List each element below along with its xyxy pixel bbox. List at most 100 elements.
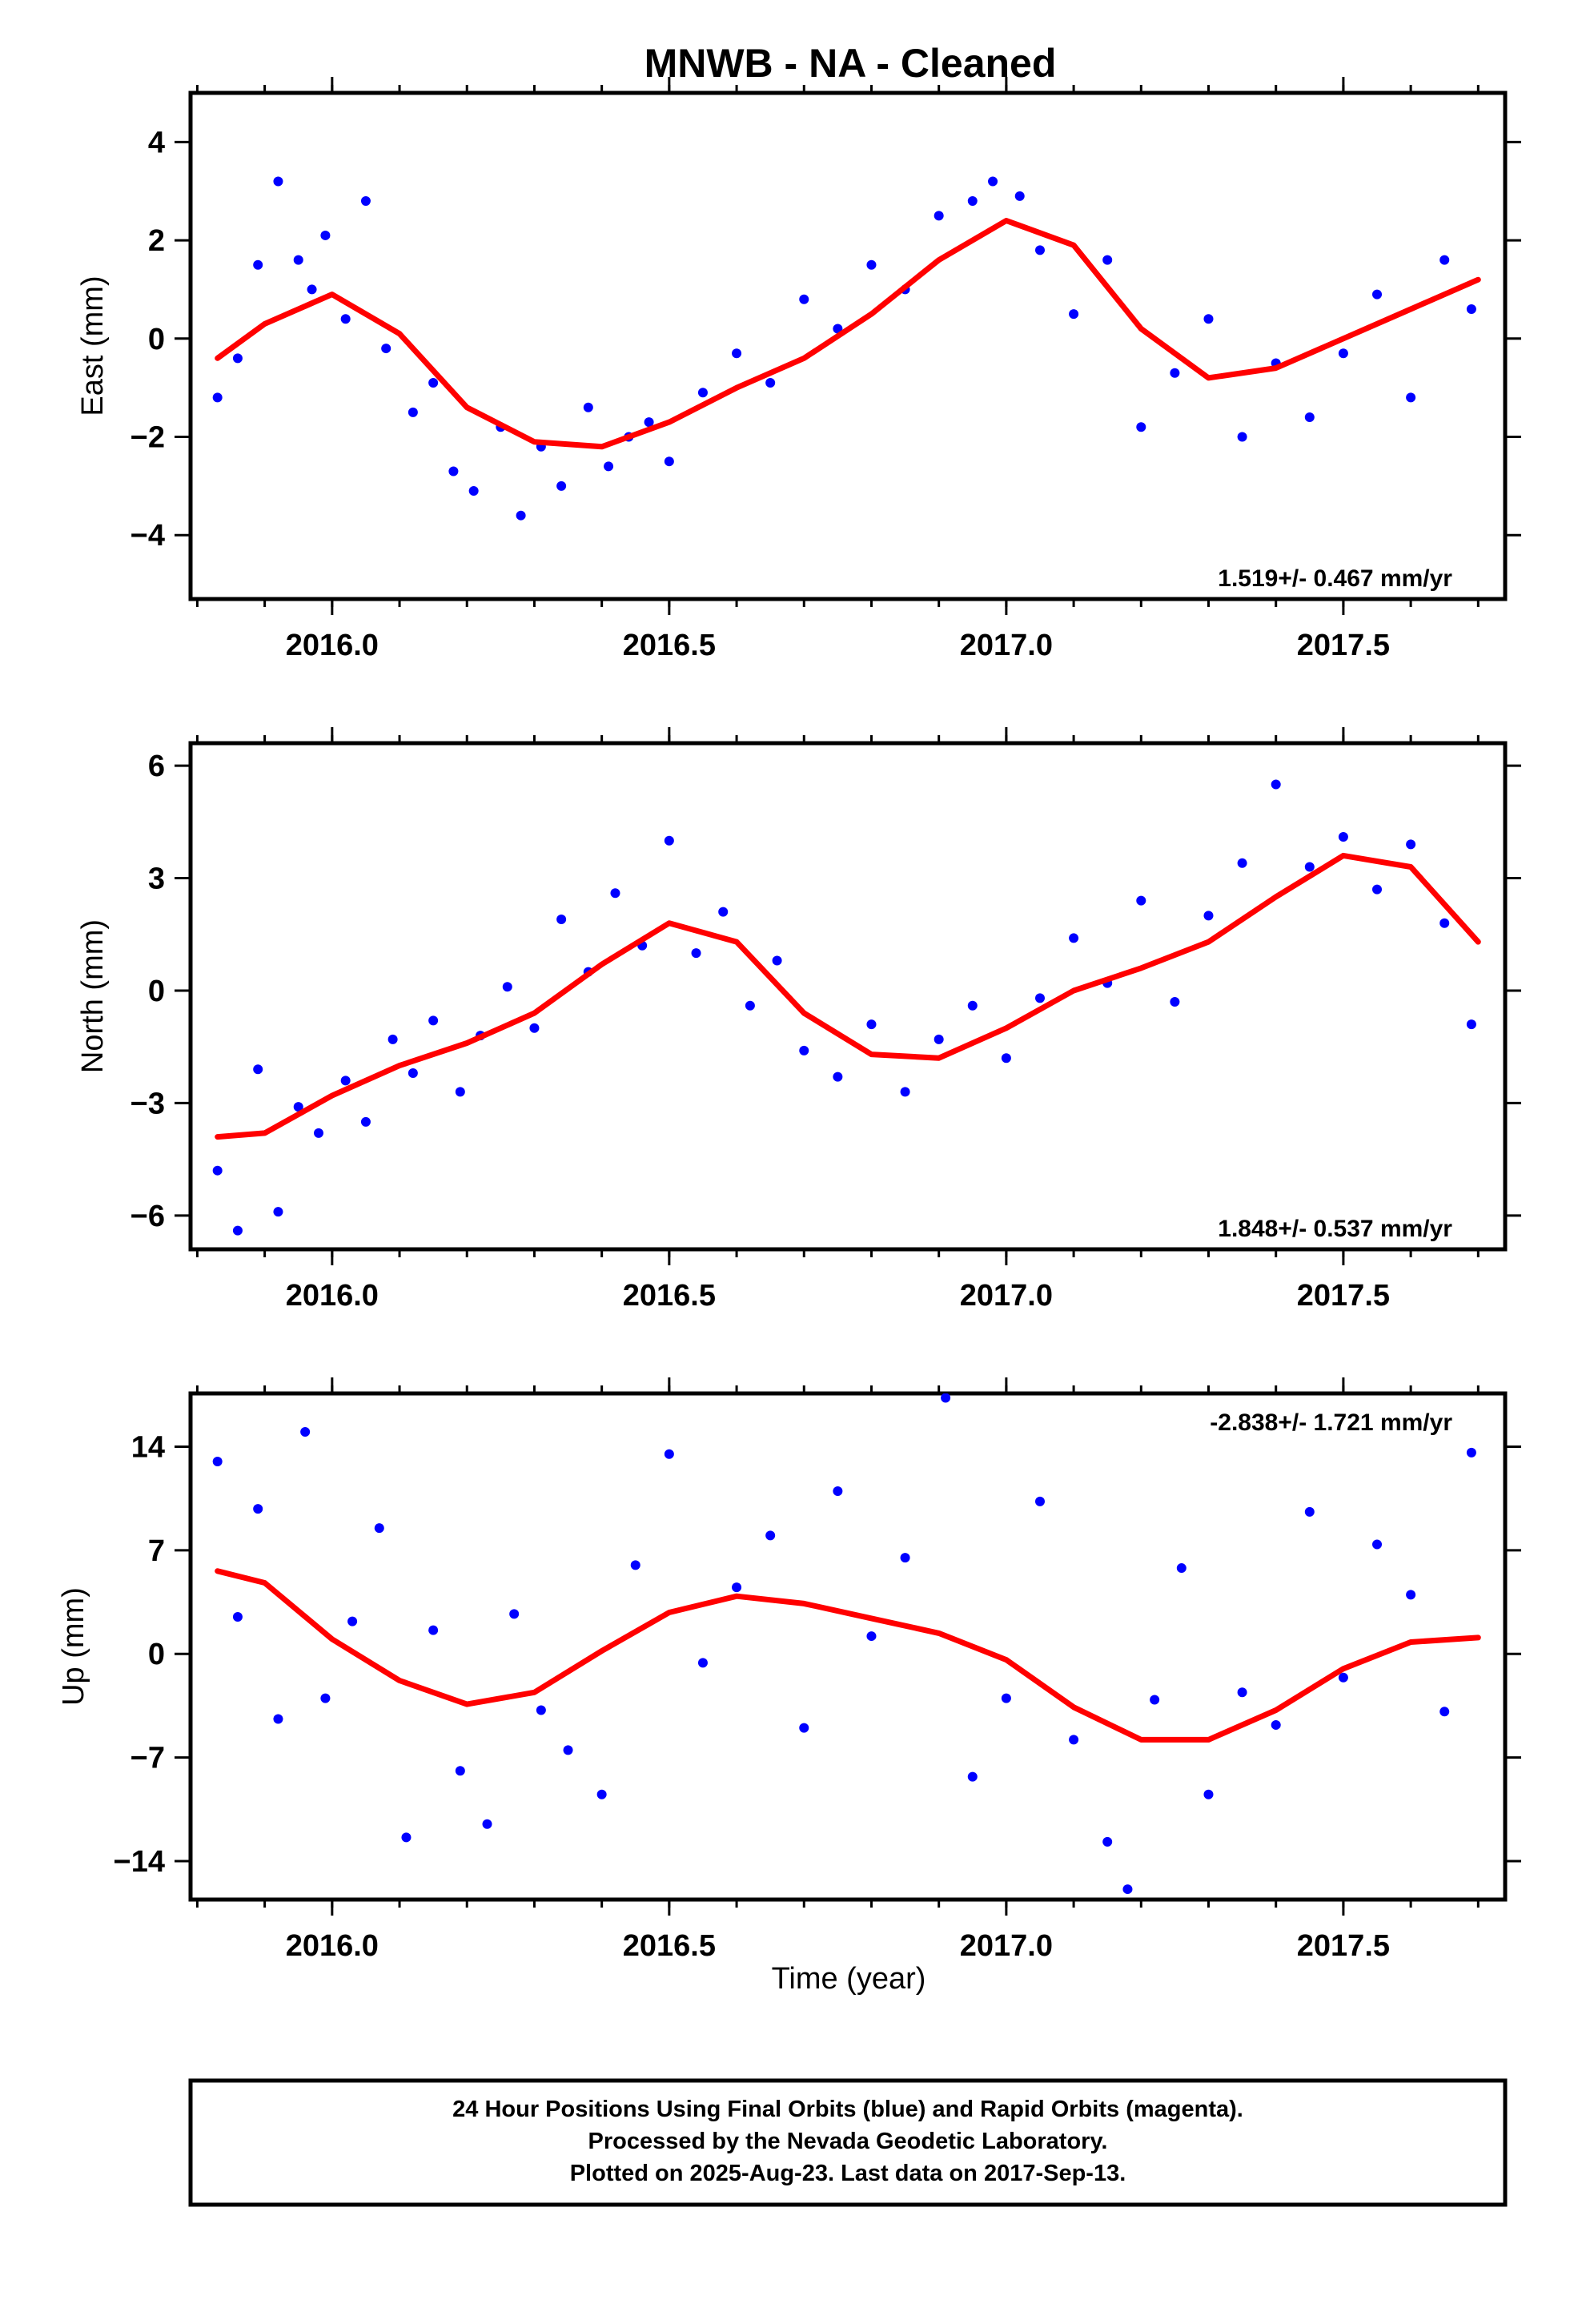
x-tick-label: 2016.5 xyxy=(623,629,716,662)
data-point xyxy=(765,378,776,388)
x-tick-label: 2016.0 xyxy=(286,1279,379,1313)
data-point xyxy=(833,1486,843,1496)
plot-frame xyxy=(188,90,1508,601)
data-point xyxy=(1439,918,1450,928)
data-point xyxy=(293,1102,303,1112)
data-point xyxy=(516,510,526,521)
data-point xyxy=(1034,993,1045,1003)
footer-line-2: Processed by the Nevada Geodetic Laborat… xyxy=(588,2129,1108,2154)
data-point xyxy=(556,480,567,491)
data-point xyxy=(448,466,459,476)
data-point xyxy=(644,417,654,428)
data-point xyxy=(1014,191,1025,201)
data-point xyxy=(253,1064,263,1075)
x-tick-label: 2016.0 xyxy=(286,629,379,662)
data-point xyxy=(1001,1053,1011,1063)
data-point xyxy=(1304,412,1315,422)
data-point xyxy=(1406,839,1416,850)
data-point xyxy=(408,1068,418,1078)
x-tick-label: 2016.0 xyxy=(286,1929,379,1963)
y-tick-label: 0 xyxy=(148,975,165,1008)
data-point xyxy=(273,1714,283,1724)
data-point xyxy=(273,176,283,187)
data-point xyxy=(529,1023,540,1033)
data-point xyxy=(482,1819,492,1829)
data-point xyxy=(630,1560,640,1570)
data-point xyxy=(428,1015,439,1026)
data-point xyxy=(1338,348,1348,359)
data-point xyxy=(1102,255,1113,265)
data-point xyxy=(1466,1019,1476,1030)
data-point xyxy=(1304,1506,1315,1517)
y-tick-label: −3 xyxy=(130,1087,165,1120)
y-tick-label: 0 xyxy=(148,1638,165,1671)
y-tick-label: 4 xyxy=(148,126,165,159)
data-point xyxy=(833,324,843,334)
data-point xyxy=(1069,309,1079,320)
data-point xyxy=(1237,432,1247,442)
x-tick-label: 2016.5 xyxy=(623,1279,716,1313)
x-tick-label: 2017.0 xyxy=(960,1929,1053,1963)
data-layer xyxy=(212,1393,1481,1895)
data-point xyxy=(941,1393,951,1403)
rate-label: 1.519+/- 0.467 mm/yr xyxy=(1218,565,1452,592)
data-point xyxy=(799,294,809,304)
x-tick-label: 2017.5 xyxy=(1297,629,1390,662)
data-point xyxy=(900,1087,910,1097)
x-tick-label: 2017.5 xyxy=(1297,1279,1390,1313)
data-point xyxy=(232,1612,243,1622)
up-panel: 2016.0 2016.5 2017.0 2017.5 −14 −7 0 7 14 Up (mm)… xyxy=(57,1377,1521,1963)
data-point xyxy=(253,1504,263,1514)
y-tick-label: 7 xyxy=(148,1534,165,1568)
data-point xyxy=(1170,368,1180,378)
fit-line xyxy=(215,218,1481,450)
y-tick-label: −14 xyxy=(114,1845,165,1879)
y-tick-label: 14 xyxy=(131,1431,165,1465)
fit-line xyxy=(215,852,1481,1140)
data-point xyxy=(664,1449,674,1459)
data-point xyxy=(900,1553,910,1563)
data-point xyxy=(866,1631,877,1642)
north-panel: 2016.0 2016.5 2017.0 2017.5 −6 −3 0 3 6 North (mm… xyxy=(76,727,1521,1313)
data-point xyxy=(697,388,708,398)
data-point xyxy=(374,1523,384,1534)
x-tick-label: 2016.5 xyxy=(623,1929,716,1963)
data-point xyxy=(455,1087,465,1097)
data-point xyxy=(1122,1884,1133,1895)
data-point xyxy=(1466,1447,1476,1458)
data-point xyxy=(1203,911,1214,921)
data-point xyxy=(293,255,303,265)
data-point xyxy=(866,1019,877,1030)
data-point xyxy=(1372,289,1383,300)
data-point xyxy=(340,314,351,324)
data-point xyxy=(1466,304,1476,314)
data-point xyxy=(934,211,944,221)
data-point xyxy=(1102,1836,1113,1847)
data-point xyxy=(1069,1735,1079,1745)
data-point xyxy=(1001,1693,1011,1703)
data-layer xyxy=(212,779,1481,1236)
data-point xyxy=(1203,314,1214,324)
data-point xyxy=(320,1693,331,1703)
data-point xyxy=(1406,1590,1416,1600)
y-tick-label: −4 xyxy=(130,519,165,553)
data-point xyxy=(610,888,620,899)
data-point xyxy=(347,1616,358,1626)
data-point xyxy=(509,1609,520,1619)
data-point xyxy=(1439,1707,1450,1717)
data-point xyxy=(1069,933,1079,943)
data-point xyxy=(596,1789,607,1799)
data-point xyxy=(1203,1789,1214,1799)
data-point xyxy=(1406,392,1416,403)
footer-line-1: 24 Hour Positions Using Final Orbits (bl… xyxy=(452,2097,1243,2122)
x-tick-label: 2017.0 xyxy=(960,629,1053,662)
data-point xyxy=(866,259,877,270)
data-point xyxy=(212,392,223,403)
data-point xyxy=(772,955,782,966)
data-point xyxy=(745,1000,755,1011)
data-point xyxy=(300,1427,311,1437)
data-point xyxy=(1176,1563,1186,1574)
data-point xyxy=(833,1072,843,1082)
data-point xyxy=(967,195,978,206)
